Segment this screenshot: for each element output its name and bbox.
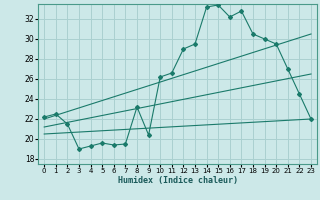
X-axis label: Humidex (Indice chaleur): Humidex (Indice chaleur): [118, 176, 238, 185]
